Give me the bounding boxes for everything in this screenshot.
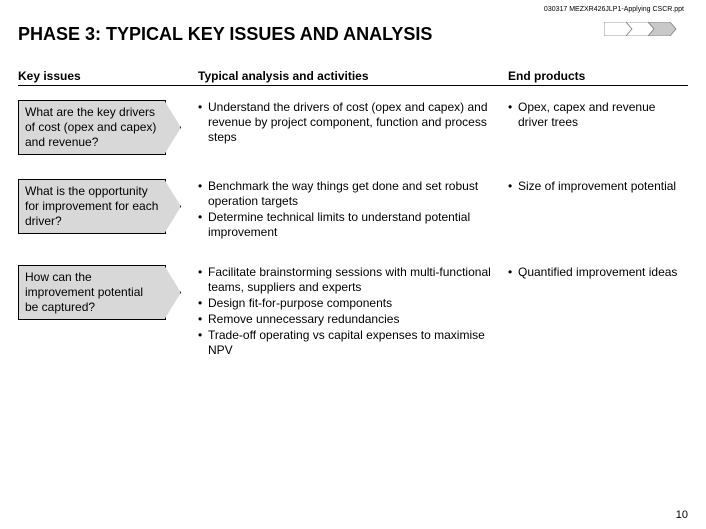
list-item: Trade-off operating vs capital expenses … [198, 328, 498, 358]
table-row: How can the improvement potential be cap… [18, 265, 688, 359]
page-number: 10 [676, 509, 688, 521]
header-chevron-decor [604, 22, 684, 36]
list-item: Size of improvement potential [508, 179, 688, 194]
list-item: Opex, capex and revenue driver trees [508, 100, 688, 130]
file-path-label: 030317 MEZXR426JLP1-Applying CSCR.ppt [544, 6, 684, 13]
list-item: Remove unnecessary redundancies [198, 312, 498, 327]
slide-title: PHASE 3: TYPICAL KEY ISSUES AND ANALYSIS [18, 24, 688, 45]
analysis-list: Benchmark the way things get done and se… [198, 179, 498, 240]
key-issue-box: What is the opportunity for improvement … [18, 179, 166, 234]
table-row: What is the opportunity for improvement … [18, 179, 688, 241]
key-issue-box: How can the improvement potential be cap… [18, 265, 166, 320]
table-row: What are the key drivers of cost (opex a… [18, 100, 688, 155]
end-products-list: Opex, capex and revenue driver trees [508, 100, 688, 130]
list-item: Benchmark the way things get done and se… [198, 179, 498, 209]
list-item: Facilitate brainstorming sessions with m… [198, 265, 498, 295]
key-issue-box: What are the key drivers of cost (opex a… [18, 100, 166, 155]
end-products-list: Size of improvement potential [508, 179, 688, 194]
col-header-analysis: Typical analysis and activities [198, 69, 508, 83]
analysis-list: Understand the drivers of cost (opex and… [198, 100, 498, 145]
list-item: Design fit-for-purpose components [198, 296, 498, 311]
list-item: Understand the drivers of cost (opex and… [198, 100, 498, 145]
list-item: Determine technical limits to understand… [198, 210, 498, 240]
end-products-list: Quantified improvement ideas [508, 265, 688, 280]
col-header-end: End products [508, 69, 688, 83]
analysis-list: Facilitate brainstorming sessions with m… [198, 265, 498, 358]
col-header-issues: Key issues [18, 69, 198, 83]
list-item: Quantified improvement ideas [508, 265, 688, 280]
table-header: Key issues Typical analysis and activiti… [18, 69, 688, 86]
